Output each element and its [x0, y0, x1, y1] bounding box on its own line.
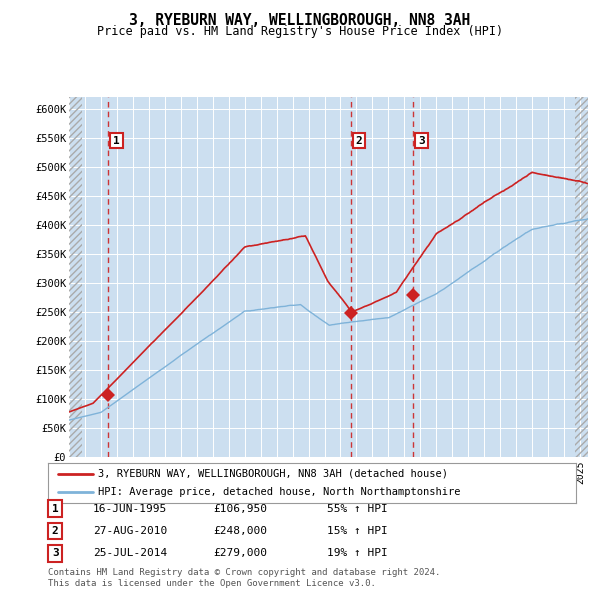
- Text: 19% ↑ HPI: 19% ↑ HPI: [327, 549, 388, 558]
- Text: £248,000: £248,000: [213, 526, 267, 536]
- Text: HPI: Average price, detached house, North Northamptonshire: HPI: Average price, detached house, Nort…: [98, 487, 461, 497]
- Text: 16-JUN-1995: 16-JUN-1995: [93, 504, 167, 513]
- Text: 2: 2: [356, 136, 362, 146]
- Text: 3, RYEBURN WAY, WELLINGBOROUGH, NN8 3AH (detached house): 3, RYEBURN WAY, WELLINGBOROUGH, NN8 3AH …: [98, 469, 448, 479]
- Text: £279,000: £279,000: [213, 549, 267, 558]
- Text: 3, RYEBURN WAY, WELLINGBOROUGH, NN8 3AH: 3, RYEBURN WAY, WELLINGBOROUGH, NN8 3AH: [130, 13, 470, 28]
- Text: 2: 2: [52, 526, 59, 536]
- Text: 25-JUL-2014: 25-JUL-2014: [93, 549, 167, 558]
- Text: £106,950: £106,950: [213, 504, 267, 513]
- Bar: [69, 97, 82, 457]
- Text: 55% ↑ HPI: 55% ↑ HPI: [327, 504, 388, 513]
- Text: Contains HM Land Registry data © Crown copyright and database right 2024.
This d: Contains HM Land Registry data © Crown c…: [48, 568, 440, 588]
- Text: Price paid vs. HM Land Registry's House Price Index (HPI): Price paid vs. HM Land Registry's House …: [97, 25, 503, 38]
- Text: 3: 3: [418, 136, 425, 146]
- Text: 27-AUG-2010: 27-AUG-2010: [93, 526, 167, 536]
- Text: 1: 1: [113, 136, 120, 146]
- Text: 3: 3: [52, 549, 59, 558]
- Bar: [575, 97, 588, 457]
- Text: 15% ↑ HPI: 15% ↑ HPI: [327, 526, 388, 536]
- Text: 1: 1: [52, 504, 59, 513]
